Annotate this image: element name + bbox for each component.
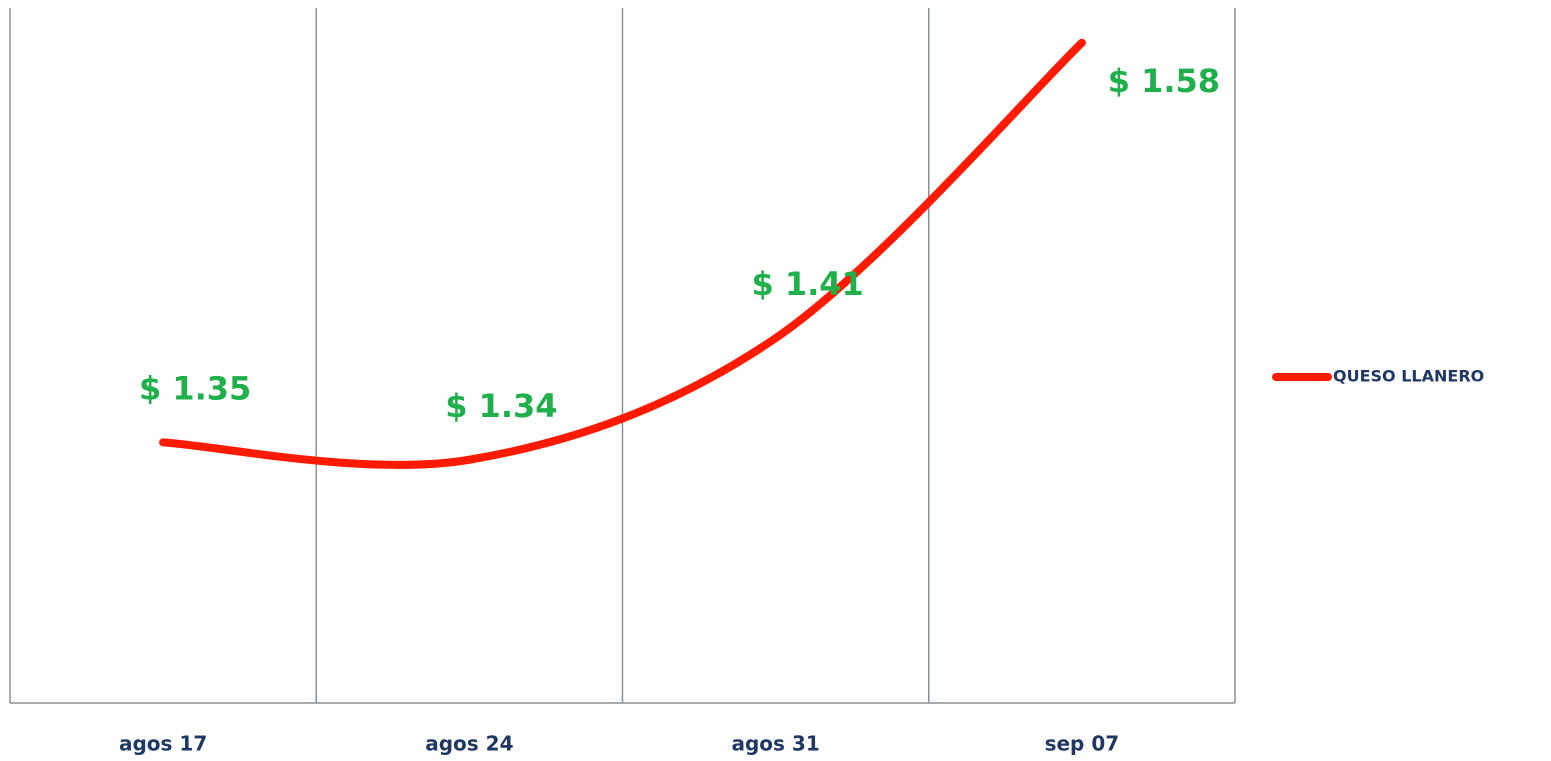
data-label: $ 1.35 (139, 369, 251, 407)
legend-label: QUESO LLANERO (1333, 367, 1484, 386)
x-tick-label: sep 07 (1045, 732, 1120, 756)
x-tick-label: agos 31 (731, 732, 819, 756)
line (159, 38, 1086, 469)
data-label: $ 1.34 (445, 387, 557, 425)
x-tick-label: agos 24 (425, 732, 513, 756)
data-label: $ 1.41 (751, 265, 863, 303)
x-tick-label: agos 17 (119, 732, 207, 756)
data-label: $ 1.58 (1108, 62, 1220, 100)
